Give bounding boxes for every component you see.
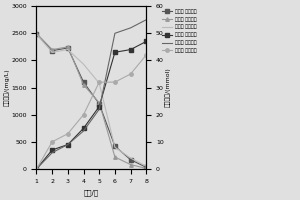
方案一 丙酸浓度 (113, 156, 117, 158)
方案一 甲烷产量 (50, 151, 54, 154)
方案一 丙酸浓度 (50, 48, 54, 51)
方案三 甲烷产量 (113, 81, 117, 83)
方案二 甲烷产量 (145, 40, 148, 43)
方案二 丙酸浓度 (113, 145, 117, 147)
方案一 丙酸浓度 (82, 84, 85, 86)
方案三 丙酸浓度 (98, 82, 101, 84)
Legend: 方案二 丙酸浓度, 方案一 丙酸浓度, 方案三 丙酸浓度, 方案二 甲烷产量, 方案一 甲烷产量, 方案三 甲烷产量: 方案二 丙酸浓度, 方案一 丙酸浓度, 方案三 丙酸浓度, 方案二 甲烷产量, … (162, 9, 197, 53)
方案一 甲烷产量 (113, 32, 117, 34)
Line: 方案三 丙酸浓度: 方案三 丙酸浓度 (37, 34, 146, 166)
方案一 丙酸浓度 (35, 32, 38, 34)
方案一 丙酸浓度 (129, 163, 132, 166)
方案三 丙酸浓度 (66, 48, 70, 51)
方案三 丙酸浓度 (145, 165, 148, 167)
方案三 丙酸浓度 (35, 33, 38, 36)
方案三 甲烷产量 (50, 141, 54, 143)
方案一 丙酸浓度 (145, 167, 148, 170)
方案二 丙酸浓度 (98, 103, 101, 105)
方案一 甲烷产量 (98, 108, 101, 110)
方案二 甲烷产量 (35, 168, 38, 170)
方案一 甲烷产量 (82, 130, 85, 132)
方案三 甲烷产量 (129, 73, 132, 75)
Y-axis label: 甲烷产量/(mmol): 甲烷产量/(mmol) (165, 68, 171, 107)
方案三 甲烷产量 (35, 168, 38, 170)
方案三 丙酸浓度 (82, 63, 85, 65)
方案一 甲烷产量 (129, 27, 132, 29)
Line: 方案一 甲烷产量: 方案一 甲烷产量 (37, 20, 146, 169)
方案三 甲烷产量 (66, 132, 70, 135)
方案二 甲烷产量 (129, 48, 132, 51)
Line: 方案二 甲烷产量: 方案二 甲烷产量 (35, 40, 148, 171)
方案二 丙酸浓度 (129, 159, 132, 161)
方案三 丙酸浓度 (50, 51, 54, 53)
方案二 甲烷产量 (113, 51, 117, 53)
方案二 甲烷产量 (98, 105, 101, 108)
方案三 甲烷产量 (98, 81, 101, 83)
方案二 丙酸浓度 (145, 166, 148, 169)
方案二 丙酸浓度 (50, 49, 54, 52)
方案三 甲烷产量 (82, 113, 85, 116)
方案二 丙酸浓度 (82, 81, 85, 83)
方案三 丙酸浓度 (113, 146, 117, 148)
方案二 甲烷产量 (66, 143, 70, 146)
Line: 方案二 丙酸浓度: 方案二 丙酸浓度 (35, 32, 148, 169)
Line: 方案一 丙酸浓度: 方案一 丙酸浓度 (35, 32, 148, 170)
方案一 甲烷产量 (66, 143, 70, 146)
方案一 甲烷产量 (35, 168, 38, 170)
方案二 甲烷产量 (50, 149, 54, 151)
X-axis label: 时间/天: 时间/天 (84, 189, 99, 196)
方案三 丙酸浓度 (129, 157, 132, 159)
Line: 方案三 甲烷产量: 方案三 甲烷产量 (35, 53, 148, 171)
方案二 甲烷产量 (82, 127, 85, 129)
Y-axis label: 丙酸浓度/(mg/L): 丙酸浓度/(mg/L) (4, 69, 10, 106)
方案一 丙酸浓度 (66, 46, 70, 48)
方案三 甲烷产量 (145, 54, 148, 56)
方案二 丙酸浓度 (66, 47, 70, 49)
方案一 丙酸浓度 (98, 102, 101, 104)
方案一 甲烷产量 (145, 19, 148, 21)
方案二 丙酸浓度 (35, 33, 38, 35)
